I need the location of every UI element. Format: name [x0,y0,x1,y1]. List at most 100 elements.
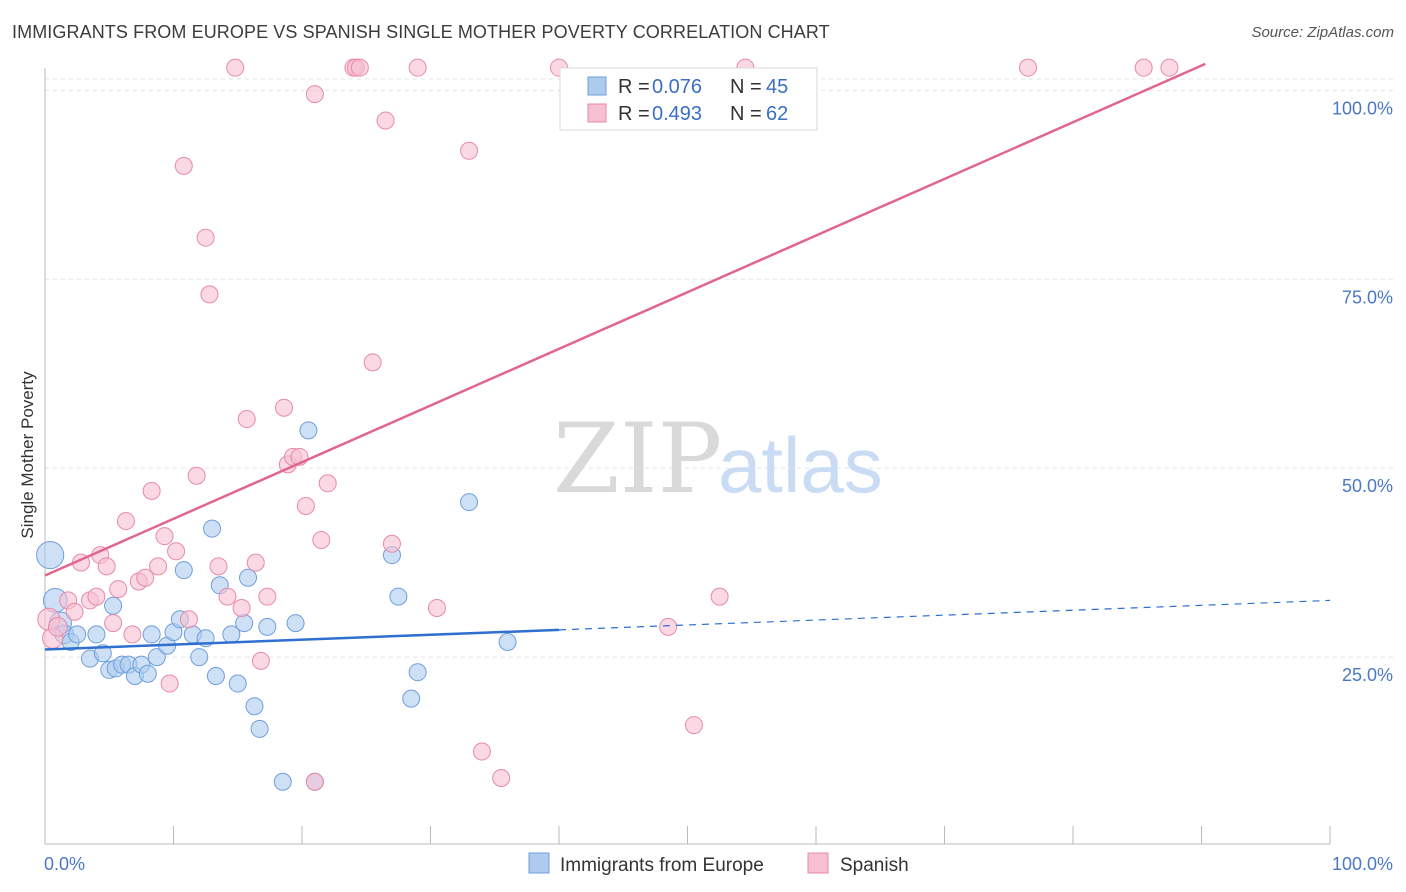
europe-point-34 [250,719,269,738]
spanish-point-27 [218,587,237,606]
chart-title: IMMIGRANTS FROM EUROPE VS SPANISH SINGLE… [12,22,830,42]
spanish-trend [44,62,1206,577]
europe-point-32 [239,568,258,587]
europe-point-11 [104,596,123,615]
spanish-point-30 [237,410,256,429]
watermark-zip: ZIP [553,403,722,515]
series-legend-swatch-blue [528,852,550,874]
spanish-point-4 [65,602,84,621]
legend-r-value-1: 0.076 [652,76,702,98]
europe-point-43 [408,663,427,682]
spanish-point-23 [187,466,206,485]
europe-point-24 [190,648,209,667]
legend-n-label-1: N = [730,76,762,98]
europe-point-37 [286,614,305,633]
series-legend-swatch-pink [807,852,829,874]
spanish-point-15 [136,568,155,587]
spanish-point-12 [116,512,135,531]
europe-point-0 [36,540,65,570]
source-label: Source: ZipAtlas.com [1251,24,1394,41]
spanish-point-7 [87,587,106,606]
legend-r-label-1: R = [618,76,650,98]
spanish-point-40 [312,530,331,549]
spanish-point-49 [427,598,446,617]
legend-n-value-1: 45 [766,76,788,98]
x-tick-label-end: 100.0% [1332,854,1393,874]
spanish-point-52 [492,768,511,787]
europe-trend-solid [44,628,560,651]
series-spanish [37,58,1179,791]
watermark: ZIP atlas [553,403,883,515]
europe-point-41 [389,587,408,606]
europe-point-36 [273,772,292,791]
spanish-point-29 [232,598,251,617]
spanish-point-21 [174,156,193,175]
x-tick-labels: 0.0% 100.0% [44,854,1393,874]
spanish-point-17 [149,557,168,576]
europe-point-38 [299,421,318,440]
europe-point-30 [228,674,247,693]
spanish-point-32 [251,651,270,670]
y-tick-label-1: 50.0% [1342,476,1393,496]
spanish-point-58 [1019,58,1038,77]
spanish-point-34 [275,398,294,417]
spanish-point-2 [48,617,68,637]
trend-lines [44,62,1331,651]
spanish-point-10 [104,614,123,633]
europe-point-42 [402,689,421,708]
europe-point-27 [206,666,225,685]
y-tick-label-2: 75.0% [1342,287,1393,307]
spanish-point-11 [109,580,128,599]
spanish-point-47 [382,534,401,553]
spanish-point-56 [710,587,729,606]
spanish-point-60 [1160,58,1179,77]
y-tick-labels: 25.0% 50.0% 75.0% 100.0% [1332,98,1393,685]
europe-point-18 [147,648,166,667]
spanish-point-59 [1134,58,1153,77]
legend-swatch-pink [587,103,607,123]
europe-point-17 [142,625,161,644]
spanish-point-38 [296,496,315,515]
y-axis-label: Single Mother Poverty [18,371,37,539]
europe-point-22 [174,561,193,580]
y-tick-label-0: 25.0% [1342,665,1393,685]
europe-point-44 [460,493,479,512]
spanish-point-39 [305,85,324,104]
europe-point-45 [498,632,517,651]
europe-point-26 [203,519,222,538]
europe-point-35 [258,617,277,636]
spanish-point-22 [179,610,198,629]
spanish-point-51 [472,742,491,761]
spanish-point-50 [460,141,479,160]
europe-point-31 [235,614,254,633]
legend-n-value-2: 62 [766,103,788,125]
spanish-point-16 [142,481,161,500]
series-legend: Immigrants from Europe Spanish [528,852,909,876]
spanish-point-28 [226,58,245,77]
spanish-point-19 [160,674,179,693]
spanish-point-55 [684,716,703,735]
series-legend-label-pink: Spanish [840,855,909,876]
axes [44,68,1331,845]
spanish-point-9 [97,557,116,576]
spanish-point-45 [363,353,382,372]
spanish-point-13 [123,625,142,644]
spanish-point-46 [376,111,395,130]
spanish-point-31 [246,553,265,572]
europe-point-16 [138,664,157,683]
watermark-atlas: atlas [718,421,883,509]
europe-point-33 [245,697,264,716]
legend-n-label-2: N = [730,103,762,125]
y-tick-label-3: 100.0% [1332,98,1393,118]
europe-point-8 [93,644,112,663]
x-tick-label-start: 0.0% [44,854,85,874]
europe-point-5 [68,625,87,644]
europe-point-7 [87,625,106,644]
spanish-point-18 [155,527,174,546]
correlation-legend: R = 0.076 N = 45 R = 0.493 N = 62 [559,67,818,131]
spanish-point-24 [196,228,215,247]
legend-r-value-2: 0.493 [652,103,702,125]
spanish-point-54 [659,617,678,636]
legend-swatch-blue [587,76,607,96]
